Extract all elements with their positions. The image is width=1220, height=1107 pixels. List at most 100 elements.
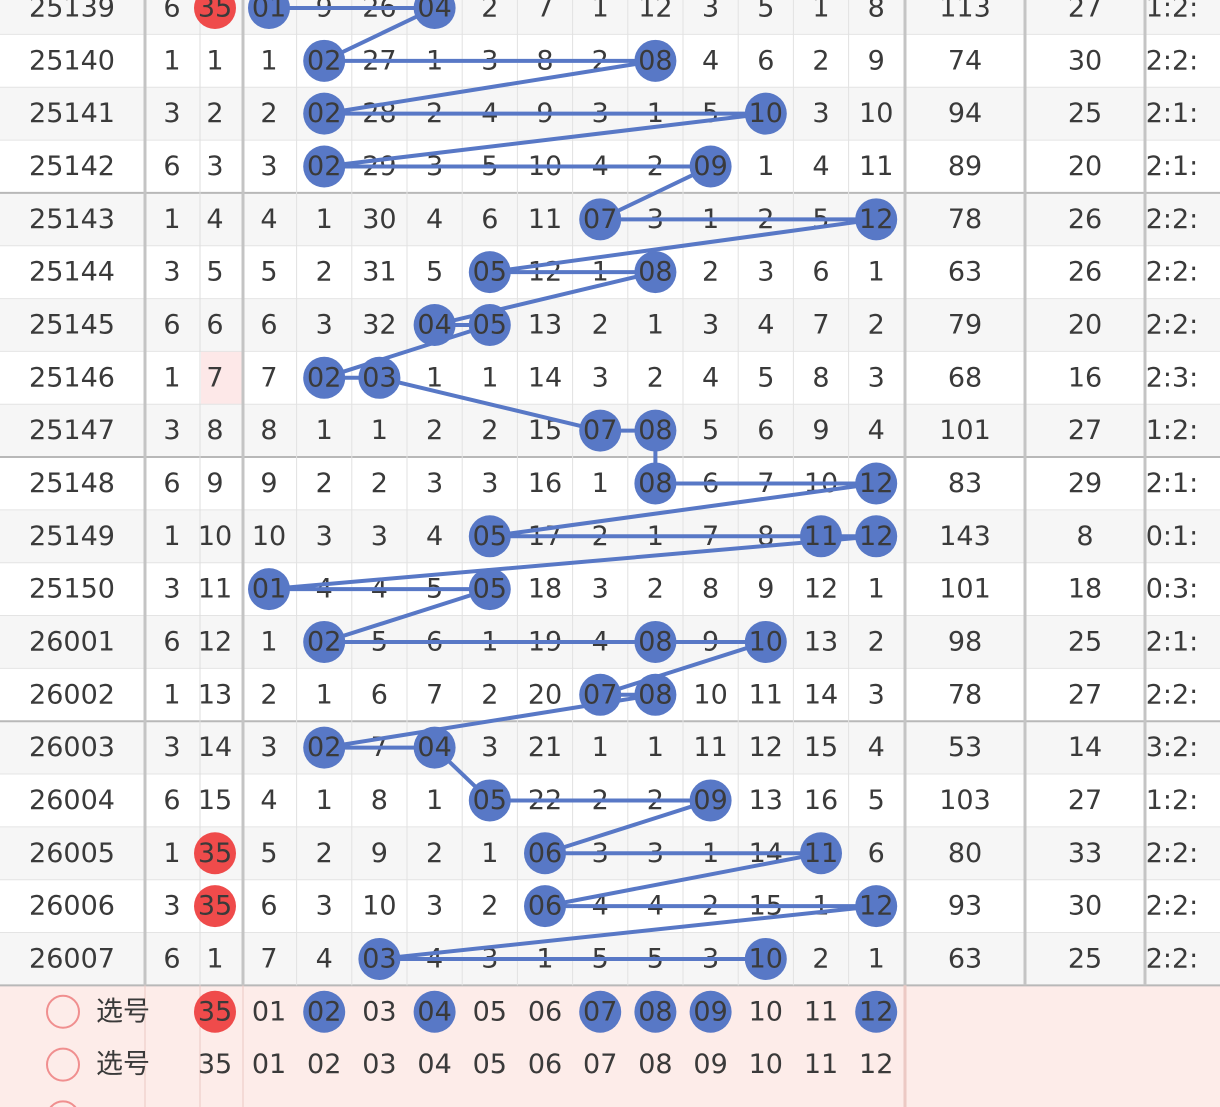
row-bg: [0, 721, 1220, 775]
miss-num: 10: [693, 679, 727, 710]
miss-num: 13: [749, 785, 783, 816]
hit-ball-text: 03: [362, 943, 396, 974]
miss-num: 4: [868, 732, 885, 763]
red-ball: [194, 885, 236, 928]
miss-num: 2: [481, 891, 498, 922]
ratio: 2:2:: [1146, 309, 1199, 340]
hit-ball-text: 11: [804, 838, 838, 869]
span: 25: [1068, 626, 1102, 657]
tail: 3: [163, 415, 180, 446]
issue: 25146: [29, 362, 115, 393]
sum: 79: [948, 309, 982, 340]
hit-ball: [579, 409, 622, 452]
miss-num: 11: [528, 204, 562, 235]
select-num: 05: [473, 1049, 507, 1080]
tail: 1: [163, 521, 180, 552]
hit-ball: [413, 0, 456, 29]
miss-num: 9: [316, 0, 333, 24]
tail: 6: [163, 626, 180, 657]
hit-ball: [855, 515, 898, 558]
issue: 25143: [29, 204, 115, 235]
ratio: 3:2:: [1146, 732, 1199, 763]
miss-num: 10: [362, 891, 396, 922]
hit-ball: [855, 885, 898, 928]
hit-ball-text: 05: [473, 785, 507, 816]
hit-ball: [524, 885, 566, 928]
tail: 3: [163, 257, 180, 288]
selected-ball: [413, 990, 456, 1033]
selected-ball: [634, 990, 677, 1033]
miss-num: 2: [812, 45, 829, 76]
miss-num: 3: [868, 679, 885, 710]
issue: 25139: [29, 0, 115, 24]
ratio: 2:2:: [1146, 838, 1199, 869]
red-num: 35: [198, 1049, 232, 1080]
ratio: 1:2:: [1146, 0, 1199, 24]
sum: 74: [948, 45, 982, 76]
sum: 143: [939, 521, 991, 552]
hit-ball-text: 04: [417, 732, 451, 763]
tail: 3: [163, 574, 180, 605]
miss-num: 11: [859, 151, 893, 182]
miss-num: 3: [481, 468, 498, 499]
issue: 26007: [29, 943, 115, 974]
tail: 3: [163, 732, 180, 763]
hit-ball: [524, 832, 566, 875]
hit-ball-text: 12: [859, 468, 893, 499]
miss-num: 1: [757, 151, 774, 182]
miss-num: 6: [481, 204, 498, 235]
miss-num: 4: [260, 785, 277, 816]
issue: 25140: [29, 45, 115, 76]
hit-ball-text: 08: [638, 257, 672, 288]
miss-num: 1: [371, 415, 388, 446]
red-num: 3: [206, 151, 223, 182]
ratio: 2:1:: [1146, 151, 1199, 182]
miss-num: 6: [260, 309, 277, 340]
miss-num: 1: [260, 45, 277, 76]
tail: 1: [163, 362, 180, 393]
ratio: 2:2:: [1146, 679, 1199, 710]
miss-num: 6: [812, 257, 829, 288]
miss-num: 3: [592, 574, 609, 605]
tail: 6: [163, 309, 180, 340]
miss-num: 1: [812, 0, 829, 24]
hit-ball: [303, 39, 346, 82]
select-num: 01: [252, 1049, 286, 1080]
hit-ball-text: 07: [583, 204, 617, 235]
select-num: 10: [749, 1049, 783, 1080]
miss-num: 1: [868, 574, 885, 605]
hit-ball-text: 06: [528, 838, 562, 869]
hit-ball: [634, 462, 677, 505]
span: 25: [1068, 98, 1102, 129]
span: 27: [1068, 679, 1102, 710]
miss-num: 9: [868, 45, 885, 76]
miss-num: 2: [316, 838, 333, 869]
red-num: 1: [206, 943, 223, 974]
miss-num: 10: [252, 521, 286, 552]
tail: 6: [163, 943, 180, 974]
miss-num: 3: [426, 891, 443, 922]
miss-num: 2: [316, 468, 333, 499]
sum: 101: [939, 415, 991, 446]
hit-ball: [248, 0, 290, 29]
sum: 63: [948, 943, 982, 974]
span: 27: [1068, 0, 1102, 24]
sum: 63: [948, 257, 982, 288]
miss-num: 4: [757, 309, 774, 340]
miss-num: 1: [868, 257, 885, 288]
sum: 101: [939, 574, 991, 605]
tail: 6: [163, 151, 180, 182]
miss-num: 2: [868, 626, 885, 657]
red-num: 9: [206, 468, 223, 499]
hit-ball: [303, 92, 346, 135]
miss-num: 14: [804, 679, 838, 710]
sum: 103: [939, 785, 991, 816]
red-num: 13: [198, 679, 232, 710]
hit-ball-text: 06: [528, 891, 562, 922]
ratio: 1:2:: [1146, 785, 1199, 816]
issue: 25149: [29, 521, 115, 552]
hit-ball-text: 10: [749, 626, 783, 657]
hit-ball-text: 12: [859, 521, 893, 552]
